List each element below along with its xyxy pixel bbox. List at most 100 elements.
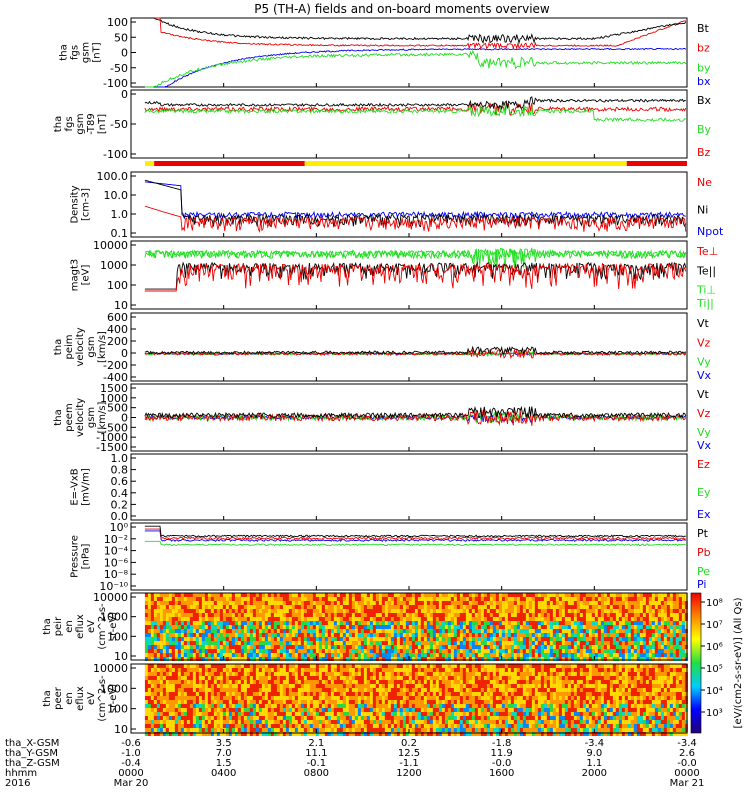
spectrogram-cell (174, 593, 178, 597)
spectrogram-cell (180, 645, 184, 649)
spectrogram-cell (222, 625, 226, 629)
spectrogram-cell (414, 668, 418, 672)
spectrogram-cell (585, 617, 589, 621)
spectrogram-cell (243, 641, 247, 645)
spectrogram-cell (384, 645, 388, 649)
spectrogram-cell (210, 633, 214, 637)
spectrogram-cell (375, 728, 379, 732)
spectrogram-cell (399, 641, 403, 645)
spectrogram-cell (348, 629, 352, 633)
spectrogram-cell (450, 649, 454, 653)
spectrogram-cell (264, 621, 268, 625)
spectrogram-cell (303, 613, 307, 617)
spectrogram-cell (636, 597, 640, 601)
spectrogram-cell (330, 692, 334, 696)
spectrogram-cell (282, 688, 286, 692)
y-tick-label: 0.4 (111, 487, 129, 500)
spectrogram-cell (321, 700, 325, 704)
spectrogram-cell (312, 621, 316, 625)
spectrogram-cell (603, 633, 607, 637)
spectrogram-cell (453, 649, 457, 653)
spectrogram-cell (513, 637, 517, 641)
spectrogram-cell (390, 621, 394, 625)
spectrogram-cell (246, 649, 250, 653)
spectrogram-cell (285, 708, 289, 712)
spectrogram-cell (207, 716, 211, 720)
spectrogram-cell (630, 613, 634, 617)
spectrogram-cell (300, 720, 304, 724)
spectrogram-cell (306, 716, 310, 720)
spectrogram-cell (474, 633, 478, 637)
spectrogram-cell (516, 601, 520, 605)
spectrogram-cell (147, 633, 151, 637)
spectrogram-cell (459, 621, 463, 625)
spectrogram-cell (543, 637, 547, 641)
spectrogram-cell (336, 700, 340, 704)
spectrogram-cell (654, 645, 658, 649)
spectrogram-cell (354, 732, 358, 736)
spectrogram-cell (582, 653, 586, 657)
spectrogram-cell (441, 633, 445, 637)
spectrogram-cell (537, 653, 541, 657)
spectrogram-cell (642, 645, 646, 649)
spectrogram-cell (159, 704, 163, 708)
spectrogram-cell (498, 649, 502, 653)
spectrogram-cell (645, 613, 649, 617)
spectrogram-cell (501, 637, 505, 641)
spectrogram-cell (501, 605, 505, 609)
spectrogram-cell (594, 637, 598, 641)
spectrogram-cell (684, 645, 688, 649)
spectrogram-cell (390, 645, 394, 649)
spectrogram-cell (513, 601, 517, 605)
spectrogram-cell (648, 641, 652, 645)
spectrogram-cell (390, 617, 394, 621)
spectrogram-cell (318, 633, 322, 637)
spectrogram-cell (636, 653, 640, 657)
spectrogram-cell (279, 688, 283, 692)
y-axis-label: thapeimvelocitygsm[km/s] (53, 327, 108, 366)
spectrogram-cell (297, 637, 301, 641)
spectrogram-cell (348, 625, 352, 629)
spectrogram-cell (162, 593, 166, 597)
spectrogram-cell (189, 716, 193, 720)
spectrogram-cell (159, 637, 163, 641)
spectrogram-cell (195, 696, 199, 700)
spectrogram-cell (177, 716, 181, 720)
spectrogram-cell (432, 617, 436, 621)
spectrogram-cell (252, 700, 256, 704)
spectrogram-cell (183, 601, 187, 605)
spectrogram-cell (405, 720, 409, 724)
spectrogram-cell (387, 621, 391, 625)
spectrogram-cell (219, 668, 223, 672)
spectrogram-cell (240, 692, 244, 696)
spectrogram-cell (213, 700, 217, 704)
spectrogram-cell (237, 621, 241, 625)
spectrogram-cell (222, 621, 226, 625)
spectrogram-cell (186, 601, 190, 605)
spectrogram-cell (246, 708, 250, 712)
spectrogram-cell (249, 649, 253, 653)
spectrogram-cell (459, 597, 463, 601)
spectrogram-cell (219, 720, 223, 724)
spectrogram-cell (249, 712, 253, 716)
spectrogram-cell (210, 692, 214, 696)
spectrogram-cell (477, 605, 481, 609)
spectrogram-cell (192, 641, 196, 645)
spectrogram-cell (660, 613, 664, 617)
spectrogram-cell (654, 605, 658, 609)
y-axis-label: thapeemvelocitygsm[km/s] (53, 398, 108, 437)
spectrogram-cell (207, 601, 211, 605)
spectrogram-cell (192, 668, 196, 672)
spectrogram-cell (369, 601, 373, 605)
spectrogram-cell (180, 728, 184, 732)
spectrogram-cell (489, 653, 493, 657)
spectrogram-cell (246, 716, 250, 720)
spectrogram-cell (300, 708, 304, 712)
spectrogram-cell (402, 597, 406, 601)
spectrogram-cell (183, 657, 187, 661)
spectrogram-cell (390, 664, 394, 668)
spectrogram-cell (468, 657, 472, 661)
spectrogram-cell (663, 645, 667, 649)
spectrogram-cell (615, 609, 619, 613)
spectrogram-cell (282, 605, 286, 609)
